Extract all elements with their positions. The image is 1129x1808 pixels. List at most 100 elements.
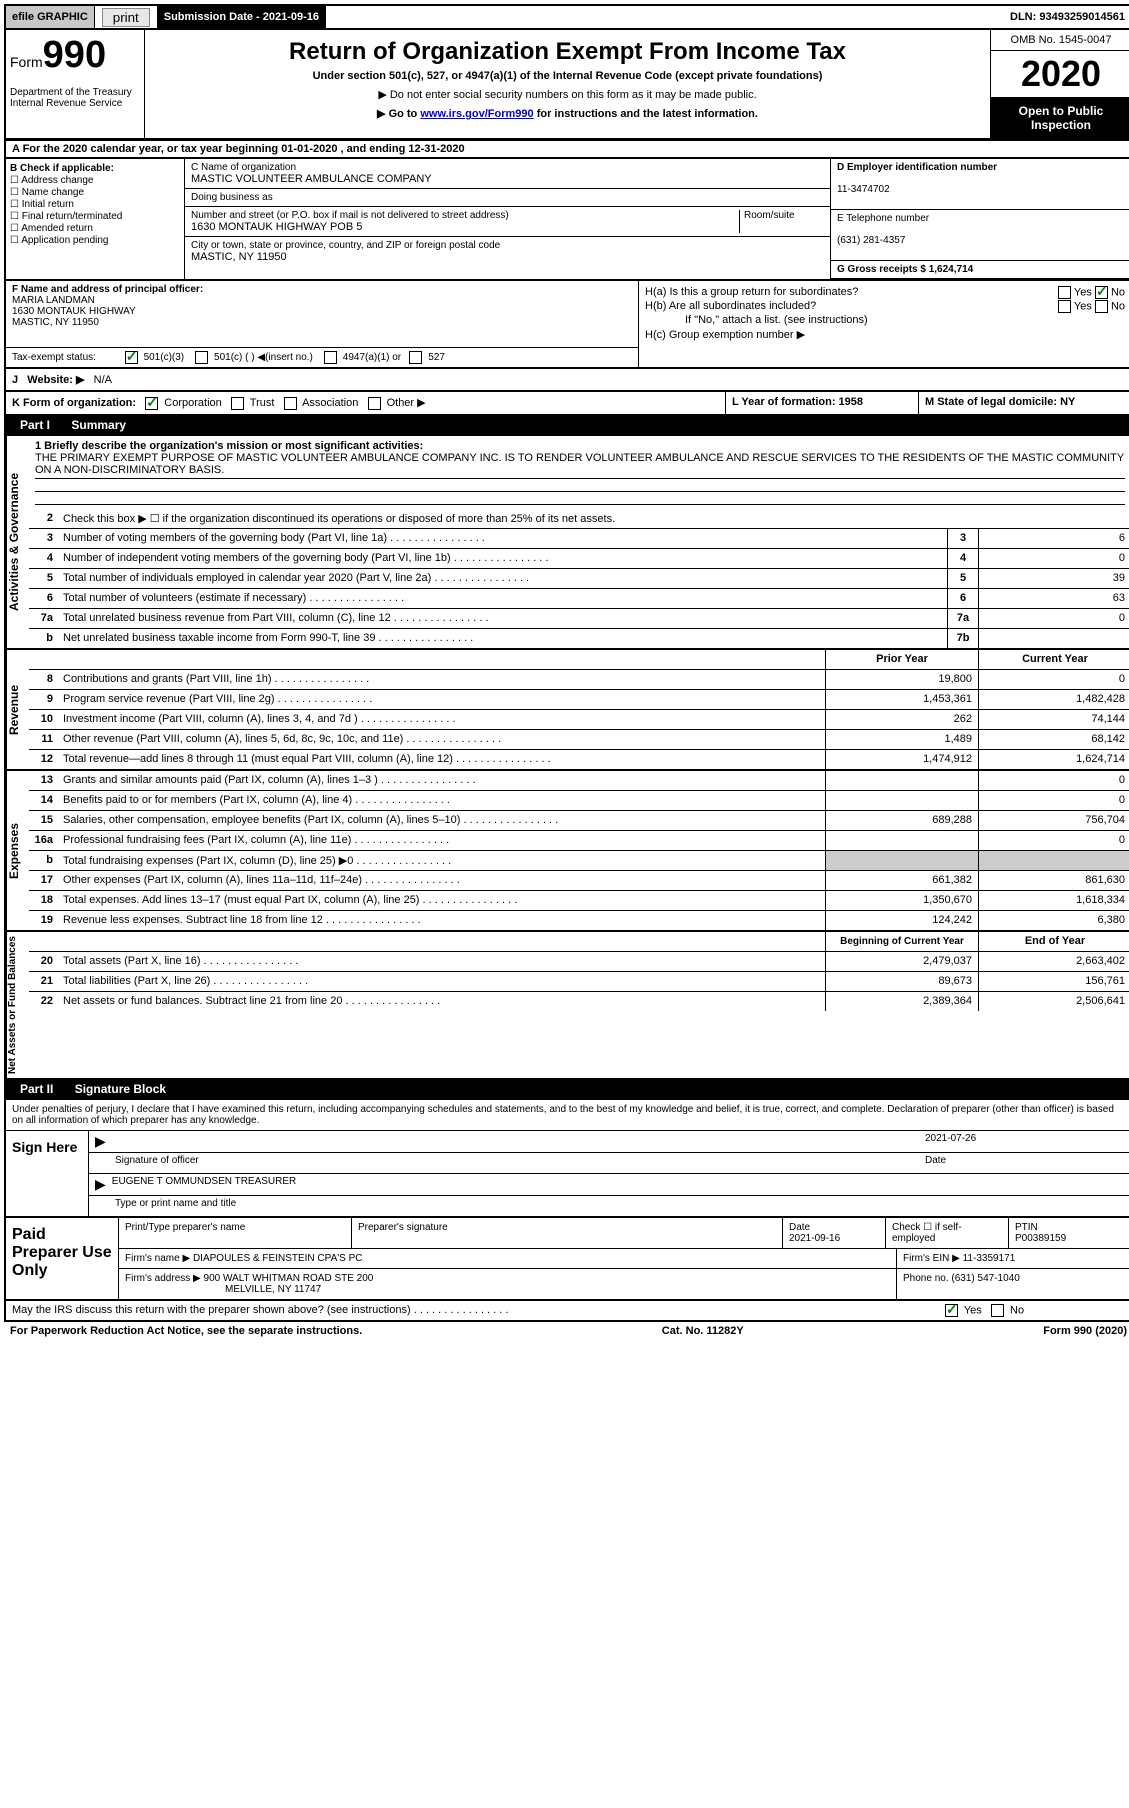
row-num: 11 <box>29 733 59 745</box>
row-desc: Revenue less expenses. Subtract line 18 … <box>59 912 825 928</box>
row-desc: Professional fundraising fees (Part IX, … <box>59 832 825 848</box>
tax-year: 2020 <box>991 51 1129 98</box>
officer-name-title: EUGENE T OMMUNDSEN TREASURER <box>112 1176 296 1193</box>
form-ref: Form 990 (2020) <box>1043 1325 1127 1337</box>
ha-row: H(a) Is this a group return for subordin… <box>645 286 1125 298</box>
chk-corp <box>145 397 158 410</box>
city-row: City or town, state or province, country… <box>185 237 830 266</box>
netassets-body: Beginning of Current Year End of Year 20… <box>29 932 1129 1078</box>
discuss-text: May the IRS discuss this return with the… <box>6 1301 939 1320</box>
ein-row: D Employer identification number 11-3474… <box>831 159 1129 210</box>
e-label: E Telephone number <box>837 213 929 224</box>
side-revenue: Revenue <box>6 650 29 769</box>
hc-row: H(c) Group exemption number ▶ <box>645 328 1125 341</box>
mission-text: THE PRIMARY EXEMPT PURPOSE OF MASTIC VOL… <box>35 452 1124 476</box>
hdr-current: Current Year <box>978 650 1129 669</box>
governance-section: Activities & Governance 1 Briefly descri… <box>4 436 1129 650</box>
date-label: Date <box>925 1155 1125 1171</box>
table-row: 17 Other expenses (Part IX, column (A), … <box>29 871 1129 891</box>
row-desc: Salaries, other compensation, employee b… <box>59 812 825 828</box>
expenses-section: Expenses 13 Grants and similar amounts p… <box>4 771 1129 932</box>
row-num: 7a <box>29 612 59 624</box>
prior-val: 1,350,670 <box>825 891 978 910</box>
current-val: 861,630 <box>978 871 1129 890</box>
row-num: 10 <box>29 713 59 725</box>
form-note2: ▶ Go to www.irs.gov/Form990 for instruct… <box>149 107 986 120</box>
print-button[interactable]: print <box>102 8 150 27</box>
prior-val <box>825 791 978 810</box>
prior-val: 1,489 <box>825 730 978 749</box>
row-num: b <box>29 632 59 644</box>
row-box: 7a <box>947 609 978 628</box>
prep-name-label: Print/Type preparer's name <box>119 1218 352 1248</box>
part1-header: Part I Summary <box>4 416 1129 436</box>
prior-val <box>825 851 978 870</box>
row-num: 9 <box>29 693 59 705</box>
city-label: City or town, state or province, country… <box>191 240 500 251</box>
table-row: 22 Net assets or fund balances. Subtract… <box>29 992 1129 1011</box>
section-c: C Name of organization MASTIC VOLUNTEER … <box>185 159 830 279</box>
l-year-formation: L Year of formation: 1958 <box>726 392 919 414</box>
hb-note: If "No," attach a list. (see instruction… <box>645 314 1125 326</box>
table-row: 4 Number of independent voting members o… <box>29 549 1129 569</box>
form-header: Form990 Department of the Treasury Inter… <box>4 30 1129 140</box>
header-left: Form990 Department of the Treasury Inter… <box>6 30 145 138</box>
arrow-icon: ▶ <box>95 1133 106 1150</box>
revenue-body: Prior Year Current Year 8 Contributions … <box>29 650 1129 769</box>
q2-num: 2 <box>29 512 59 524</box>
prior-val: 19,800 <box>825 670 978 689</box>
current-val <box>978 851 1129 870</box>
row-desc: Other expenses (Part IX, column (A), lin… <box>59 872 825 888</box>
current-val: 2,506,641 <box>978 992 1129 1011</box>
entity-block: B Check if applicable: ☐ Address change … <box>4 159 1129 281</box>
row-box: 3 <box>947 529 978 548</box>
form-note1: ▶ Do not enter social security numbers o… <box>149 88 986 101</box>
row-num: 5 <box>29 572 59 584</box>
prior-val: 2,389,364 <box>825 992 978 1011</box>
d-label: D Employer identification number <box>837 162 997 173</box>
discuss-no <box>991 1304 1004 1317</box>
f-label: F Name and address of principal officer: <box>12 284 203 295</box>
sig-fields: ▶ 2021-07-26 Signature of officer Date ▶… <box>89 1131 1129 1216</box>
row-box: 4 <box>947 549 978 568</box>
header-middle: Return of Organization Exempt From Incom… <box>145 30 990 138</box>
prior-val: 1,453,361 <box>825 690 978 709</box>
sig-declaration: Under penalties of perjury, I declare th… <box>6 1100 1129 1130</box>
row-desc: Number of independent voting members of … <box>59 550 947 566</box>
row-desc: Total number of volunteers (estimate if … <box>59 590 947 606</box>
q2-desc: Check this box ▶ ☐ if the organization d… <box>59 510 1129 527</box>
row-desc: Net assets or fund balances. Subtract li… <box>59 993 825 1009</box>
firm-phone: Phone no. (631) 547-1040 <box>897 1269 1129 1299</box>
hdr-end: End of Year <box>978 932 1129 951</box>
part2-title: Signature Block <box>75 1082 166 1096</box>
table-row: 10 Investment income (Part VIII, column … <box>29 710 1129 730</box>
prior-val: 661,382 <box>825 871 978 890</box>
side-expenses: Expenses <box>6 771 29 930</box>
prior-val: 89,673 <box>825 972 978 991</box>
section-d-e-g: D Employer identification number 11-3474… <box>830 159 1129 279</box>
sig-name-line: ▶ EUGENE T OMMUNDSEN TREASURER <box>89 1174 1129 1195</box>
sign-here-label: Sign Here <box>6 1131 89 1216</box>
sig-officer-label: Signature of officer <box>115 1155 925 1171</box>
dba-row: Doing business as <box>185 189 830 207</box>
prep-row2: Firm's name ▶ DIAPOULES & FEINSTEIN CPA'… <box>119 1249 1129 1269</box>
chk-final: ☐ Final return/terminated <box>10 211 180 222</box>
current-val: 156,761 <box>978 972 1129 991</box>
street-address: 1630 MONTAUK HIGHWAY POB 5 <box>191 221 362 233</box>
top-bar: efile GRAPHIC print Submission Date - 20… <box>4 4 1129 30</box>
side-netassets: Net Assets or Fund Balances <box>6 932 29 1078</box>
gross-receipts: G Gross receipts $ 1,624,714 <box>831 261 1129 279</box>
preparer-block: Paid Preparer Use Only Print/Type prepar… <box>4 1218 1129 1301</box>
row-desc: Total liabilities (Part X, line 26) <box>59 973 825 989</box>
addr-row: Number and street (or P.O. box if mail i… <box>185 207 830 237</box>
row-num: 14 <box>29 794 59 806</box>
row-desc: Total revenue—add lines 8 through 11 (mu… <box>59 751 825 767</box>
irs-link[interactable]: www.irs.gov/Form990 <box>420 108 533 120</box>
table-row: 7a Total unrelated business revenue from… <box>29 609 1129 629</box>
row-num: 3 <box>29 532 59 544</box>
prior-val: 1,474,912 <box>825 750 978 769</box>
row-desc: Contributions and grants (Part VIII, lin… <box>59 671 825 687</box>
preparer-label: Paid Preparer Use Only <box>6 1218 119 1299</box>
current-val: 68,142 <box>978 730 1129 749</box>
form-title: Return of Organization Exempt From Incom… <box>149 38 986 66</box>
